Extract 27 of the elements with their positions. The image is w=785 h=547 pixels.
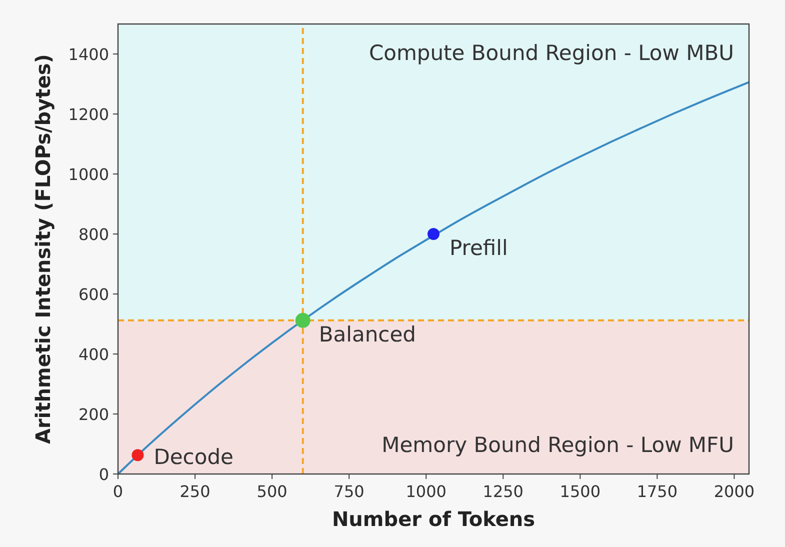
x-tick-label: 2000	[714, 482, 755, 501]
y-tick-label: 0	[98, 465, 109, 484]
annotation: Balanced	[318, 322, 416, 346]
band-label: Compute Bound Region - Low MBU	[368, 41, 734, 65]
point	[428, 228, 440, 240]
y-tick-label: 1400	[68, 45, 109, 64]
x-tick-label: 1750	[636, 482, 678, 501]
y-axis-title: Arithmetic Intensity (FLOPs/bytes)	[31, 54, 55, 444]
x-tick-label: 250	[180, 482, 210, 501]
y-tick-label: 1000	[68, 165, 109, 184]
y-tick-label: 600	[78, 285, 109, 304]
y-tick-label: 800	[78, 225, 109, 244]
x-tick-label: 1000	[406, 482, 446, 501]
x-tick-label: 500	[256, 482, 288, 501]
y-tick-label: 1200	[68, 105, 109, 124]
x-tick-label: 1250	[482, 482, 524, 501]
x-axis-title: Number of Tokens	[332, 507, 536, 531]
band-label: Memory Bound Region - Low MFU	[382, 433, 734, 457]
x-tick-label: 0	[112, 482, 124, 501]
y-tick-label: 200	[78, 405, 109, 424]
annotation: Decode	[154, 445, 234, 470]
x-tick-label: 1500	[560, 482, 601, 501]
x-tick-label: 750	[334, 482, 364, 501]
line-series	[117, 81, 750, 475]
point	[132, 449, 144, 462]
y-tick-label: 400	[78, 345, 109, 364]
annotation: Prefill	[450, 236, 508, 260]
